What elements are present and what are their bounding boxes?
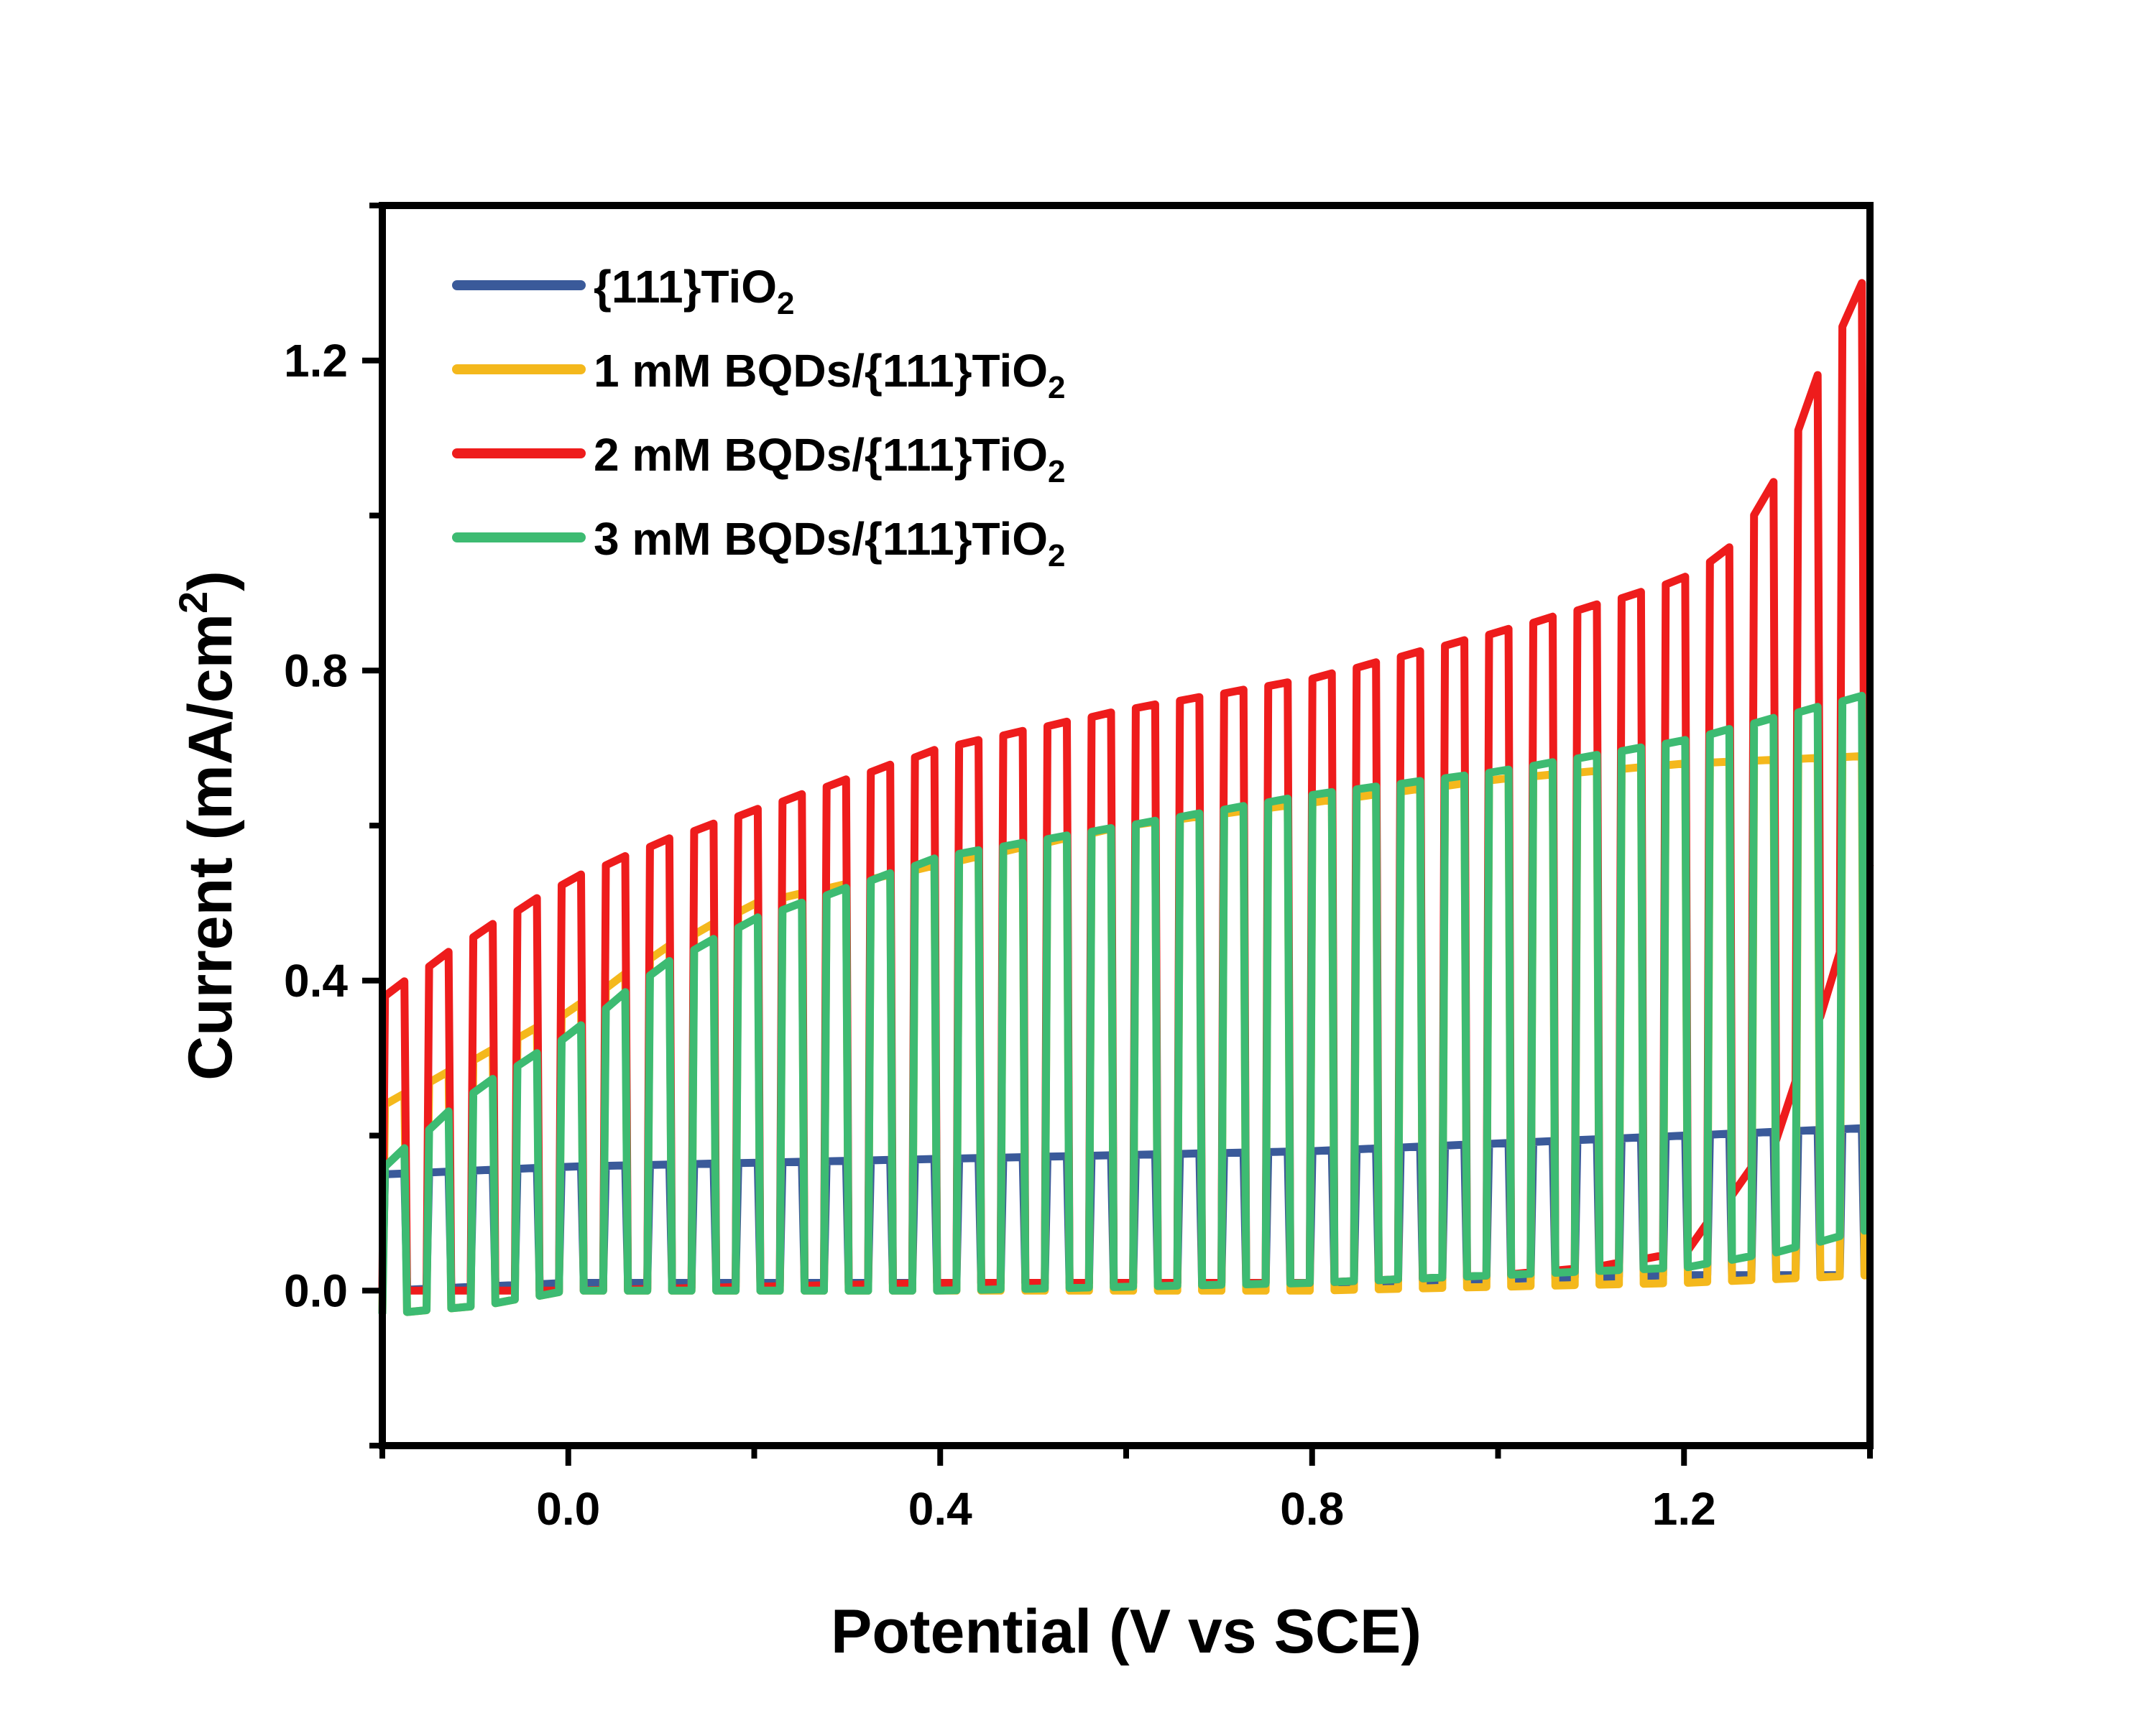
legend-label-base: 3 mM BQDs/{111}TiO — [594, 513, 1048, 565]
x-tick-label-1: 0.0 — [536, 1483, 600, 1535]
legend-label-4: 3 mM BQDs/{111}TiO2 — [594, 513, 1065, 573]
series-layer — [378, 279, 1874, 1316]
y-tick-label-4: 1.2 — [284, 335, 348, 387]
y-tick-label-2: 0.4 — [284, 955, 348, 1007]
x-tick-label-2: 0.4 — [908, 1483, 972, 1535]
y-axis-title-base: Current (mA/cm — [176, 614, 245, 1081]
legend-label-subscript: 2 — [1048, 454, 1065, 489]
legend-label-2: 1 mM BQDs/{111}TiO2 — [594, 345, 1065, 405]
y-axis-title: Current (mA/cm2) — [170, 570, 245, 1081]
x-axis-title: Potential (V vs SCE) — [831, 1597, 1422, 1666]
legend-label-1: {111}TiO2 — [594, 261, 795, 321]
y-tick-label-1: 0.0 — [284, 1265, 348, 1316]
y-axis-title-tail: ) — [176, 570, 245, 591]
legend-label-subscript: 2 — [1048, 538, 1065, 573]
legend-label-base: 2 mM BQDs/{111}TiO — [594, 429, 1048, 481]
legend-label-3: 2 mM BQDs/{111}TiO2 — [594, 429, 1065, 489]
series-line-4 — [378, 691, 1871, 1316]
y-tick-label-3: 0.8 — [284, 644, 348, 696]
legend-label-subscript: 2 — [777, 286, 794, 321]
legend-label-base: {111}TiO — [594, 261, 777, 313]
legend-label-base: 1 mM BQDs/{111}TiO — [594, 345, 1048, 397]
tick-layer: 0.0 0.4 0.8 1.2 0.0 0.4 0.8 1.2 — [284, 203, 1873, 1535]
x-tick-label-3: 0.8 — [1280, 1483, 1344, 1535]
legend-label-subscript: 2 — [1048, 370, 1065, 405]
x-tick-label-4: 1.2 — [1652, 1483, 1716, 1535]
y-axis-title-sup: 2 — [170, 591, 216, 614]
